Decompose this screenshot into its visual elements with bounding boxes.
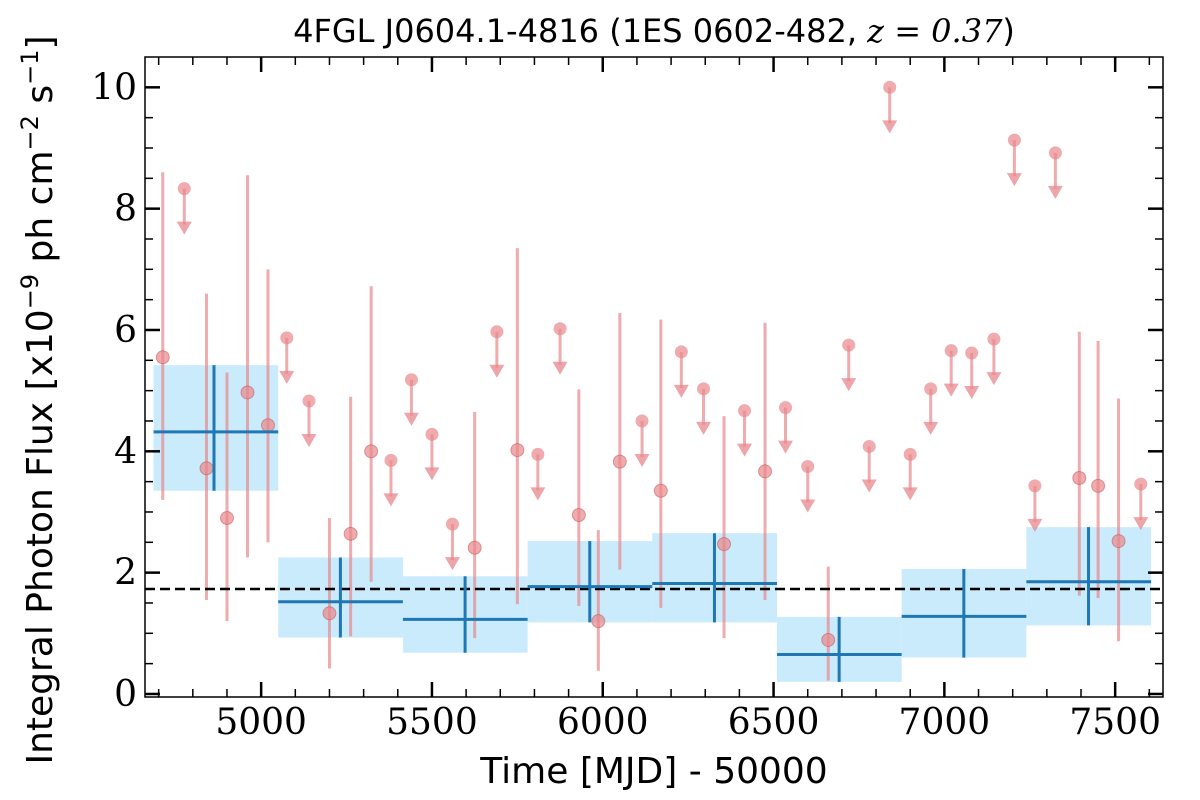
detection-point: [1091, 478, 1106, 493]
detection-point: [571, 508, 586, 523]
upper-limit-arrowhead: [1027, 518, 1043, 532]
detection-point: [612, 454, 627, 469]
detection-point: [591, 614, 606, 629]
upper-limit-arrowhead: [1047, 185, 1063, 199]
upper-limit-point: [404, 373, 418, 387]
upper-limit-arrowhead: [403, 412, 419, 426]
y-tick-label: 6: [114, 310, 137, 351]
y-tick-label: 8: [114, 189, 137, 230]
upper-limit-arrowhead: [489, 364, 505, 378]
upper-limit-point: [965, 346, 979, 360]
upper-limit-arrowhead: [861, 479, 877, 493]
upper-limit-arrowhead: [964, 386, 980, 400]
detection-point: [155, 350, 170, 365]
upper-limit-point: [862, 439, 876, 453]
upper-limit-arrowhead: [882, 120, 898, 134]
upper-limit-arrowhead: [800, 499, 816, 513]
chart-title: 4FGL J0604.1-4816 (1ES 0602-482, z = 0.3…: [293, 12, 1015, 50]
upper-limit-point: [697, 382, 711, 396]
upper-limit-point: [490, 325, 504, 339]
upper-limit-point: [738, 404, 752, 418]
detection-point: [240, 385, 255, 400]
upper-limit-point: [553, 322, 567, 336]
upper-limit-arrowhead: [530, 487, 546, 501]
upper-limit-arrowhead: [923, 421, 939, 435]
upper-limit-point: [384, 453, 398, 467]
upper-limit-arrowhead: [552, 361, 568, 375]
upper-limit-point: [883, 80, 897, 94]
upper-limit-arrowhead: [383, 493, 399, 507]
upper-limit-point: [1134, 477, 1148, 491]
x-axis-label: Time [MJD] - 50000: [479, 751, 827, 792]
plot-area: [145, 80, 1163, 682]
detection-point: [1072, 471, 1087, 486]
y-tick-label: 4: [114, 431, 137, 472]
x-tick-label: 6000: [557, 702, 649, 743]
upper-limit-arrowhead: [634, 453, 650, 467]
upper-limit-point: [1007, 133, 1021, 147]
upper-limit-arrowhead: [1133, 517, 1149, 531]
upper-limit-arrowhead: [737, 443, 753, 457]
detection-point: [758, 464, 773, 479]
x-tick-label: 7500: [1069, 702, 1161, 743]
detection-point: [322, 606, 337, 621]
y-axis-label: Integral Photon Flux [x10−9 ph cm−2 s−1]: [16, 35, 61, 764]
upper-limit-point: [425, 427, 439, 441]
detection-point: [260, 418, 275, 433]
detection-point: [821, 632, 836, 647]
upper-limit-arrowhead: [696, 421, 712, 435]
bin-box: [153, 365, 279, 491]
axes: 5000 5500 6000 6500 7000 7500 0 2 4 6 8 10: [91, 56, 1164, 743]
upper-limit-point: [842, 338, 856, 352]
y-tick-label: 0: [114, 674, 137, 715]
upper-limit-arrowhead: [279, 370, 295, 384]
detection-point: [510, 443, 525, 458]
detection-point: [199, 461, 214, 476]
upper-limit-point: [903, 447, 917, 461]
detection-point: [343, 526, 358, 541]
upper-limit-point: [779, 401, 793, 415]
upper-limit-point: [635, 414, 649, 428]
upper-limit-point: [801, 459, 815, 473]
upper-limit-arrowhead: [778, 440, 794, 454]
upper-limit-point: [987, 332, 1001, 346]
x-tick-label: 6500: [728, 702, 820, 743]
detection-point: [717, 537, 732, 552]
upper-limit-point: [445, 517, 459, 531]
upper-limit-arrowhead: [673, 384, 689, 398]
upper-limit-arrowhead: [841, 378, 857, 392]
detection-point: [364, 444, 379, 459]
upper-limit-arrowhead: [301, 433, 317, 447]
upper-limit-point: [302, 394, 316, 408]
x-tick-label: 7000: [899, 702, 991, 743]
upper-limit-arrowhead: [1006, 173, 1022, 187]
upper-limit-point: [1048, 146, 1062, 160]
upper-limit-point: [944, 344, 958, 358]
upper-limit-point: [531, 447, 545, 461]
y-tick-label: 2: [114, 553, 137, 594]
upper-limit-arrowhead: [943, 383, 959, 397]
upper-limit-arrowhead: [176, 221, 192, 235]
upper-limit-point: [674, 345, 688, 359]
x-tick-label: 5500: [386, 702, 478, 743]
detection-point: [219, 511, 234, 526]
detection-point: [1111, 534, 1126, 549]
detection-point: [653, 483, 668, 498]
upper-limit-arrowhead: [444, 557, 460, 571]
upper-limit-arrowhead: [424, 467, 440, 481]
upper-limit-arrowhead: [902, 487, 918, 501]
x-tick-label: 5000: [215, 702, 307, 743]
upper-limit-point: [280, 331, 294, 345]
y-tick-label: 10: [91, 67, 137, 108]
upper-limit-arrowhead: [986, 372, 1002, 386]
upper-limit-point: [924, 382, 938, 396]
axes-frame: [144, 56, 1164, 698]
detection-point: [467, 540, 482, 555]
upper-limit-point: [1028, 479, 1042, 493]
upper-limit-point: [177, 182, 191, 196]
